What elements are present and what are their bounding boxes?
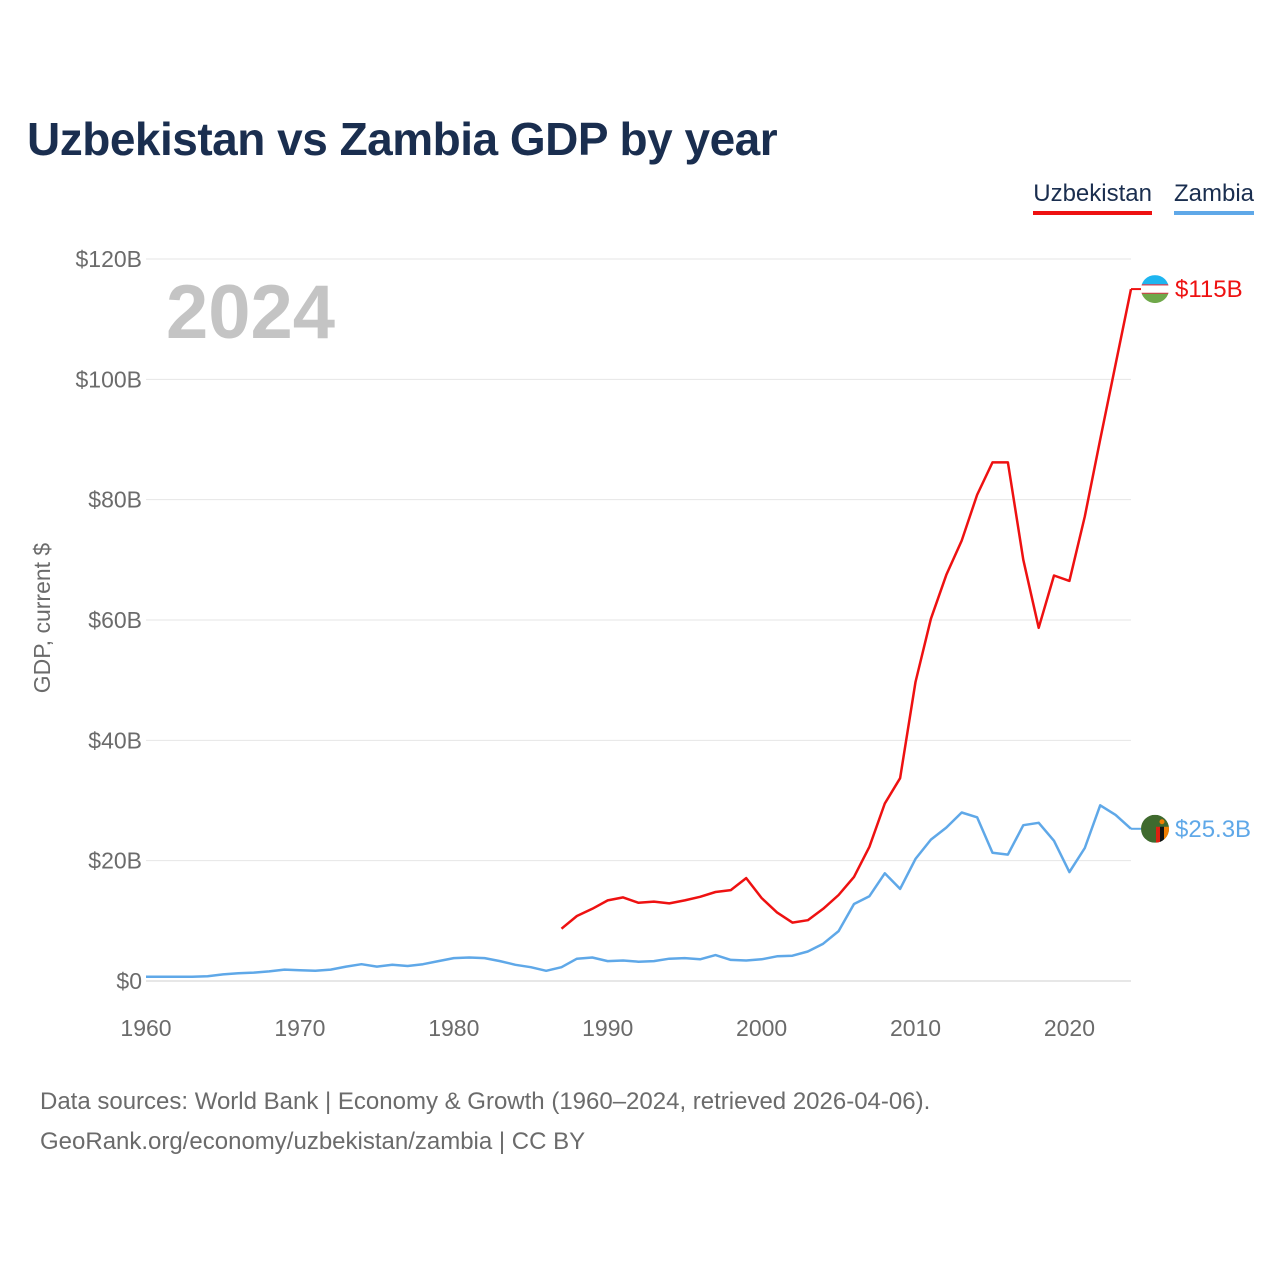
footer: Data sources: World Bank | Economy & Gro… (40, 1082, 930, 1162)
series-end-markers: $115B $25.3B (1131, 275, 1251, 843)
x-tick-label: 2010 (890, 1015, 941, 1041)
legend: Uzbekistan Zambia (1033, 180, 1254, 215)
legend-item-uzbekistan[interactable]: Uzbekistan (1033, 180, 1152, 215)
y-tick-label: $0 (116, 968, 142, 994)
legend-item-zambia[interactable]: Zambia (1173, 180, 1254, 215)
y-tick-label: $100B (75, 366, 142, 392)
x-tick-label: 1980 (428, 1015, 479, 1041)
end-value-label-uzbekistan: $115B (1175, 276, 1243, 303)
chart-title: Uzbekistan vs Zambia GDP by year (27, 113, 778, 165)
y-tick-label: $60B (88, 607, 142, 633)
x-tick-label: 1970 (274, 1015, 325, 1041)
y-tick-label: $80B (88, 487, 142, 513)
zambia-flag-icon (1141, 814, 1169, 843)
series-line-uzbekistan[interactable] (560, 288, 1133, 930)
year-watermark: 2024 (166, 270, 335, 355)
series-line-zambia[interactable] (146, 804, 1132, 979)
y-tick-label: $40B (88, 727, 142, 753)
x-axis-ticks: 1960 1970 1980 1990 2000 2010 2020 (120, 1015, 1095, 1041)
x-tick-label: 1960 (120, 1015, 171, 1041)
series-lines (146, 288, 1133, 979)
gridlines (146, 258, 1131, 982)
end-value-label-zambia: $25.3B (1175, 816, 1251, 843)
y-tick-label: $120B (75, 246, 142, 272)
y-axis-label: GDP, current $ (29, 543, 55, 694)
y-axis-ticks: $0 $20B $40B $60B $80B $100B $120B (75, 246, 142, 994)
x-tick-label: 2020 (1044, 1015, 1095, 1041)
x-tick-label: 1990 (582, 1015, 633, 1041)
x-tick-label: 2000 (736, 1015, 787, 1041)
uzbekistan-flag-icon (1141, 275, 1169, 304)
source-link[interactable]: GeoRank.org/economy/uzbekistan/zambia | … (40, 1128, 586, 1155)
source-note: Data sources: World Bank | Economy & Gro… (40, 1088, 931, 1115)
y-tick-label: $20B (88, 848, 142, 874)
